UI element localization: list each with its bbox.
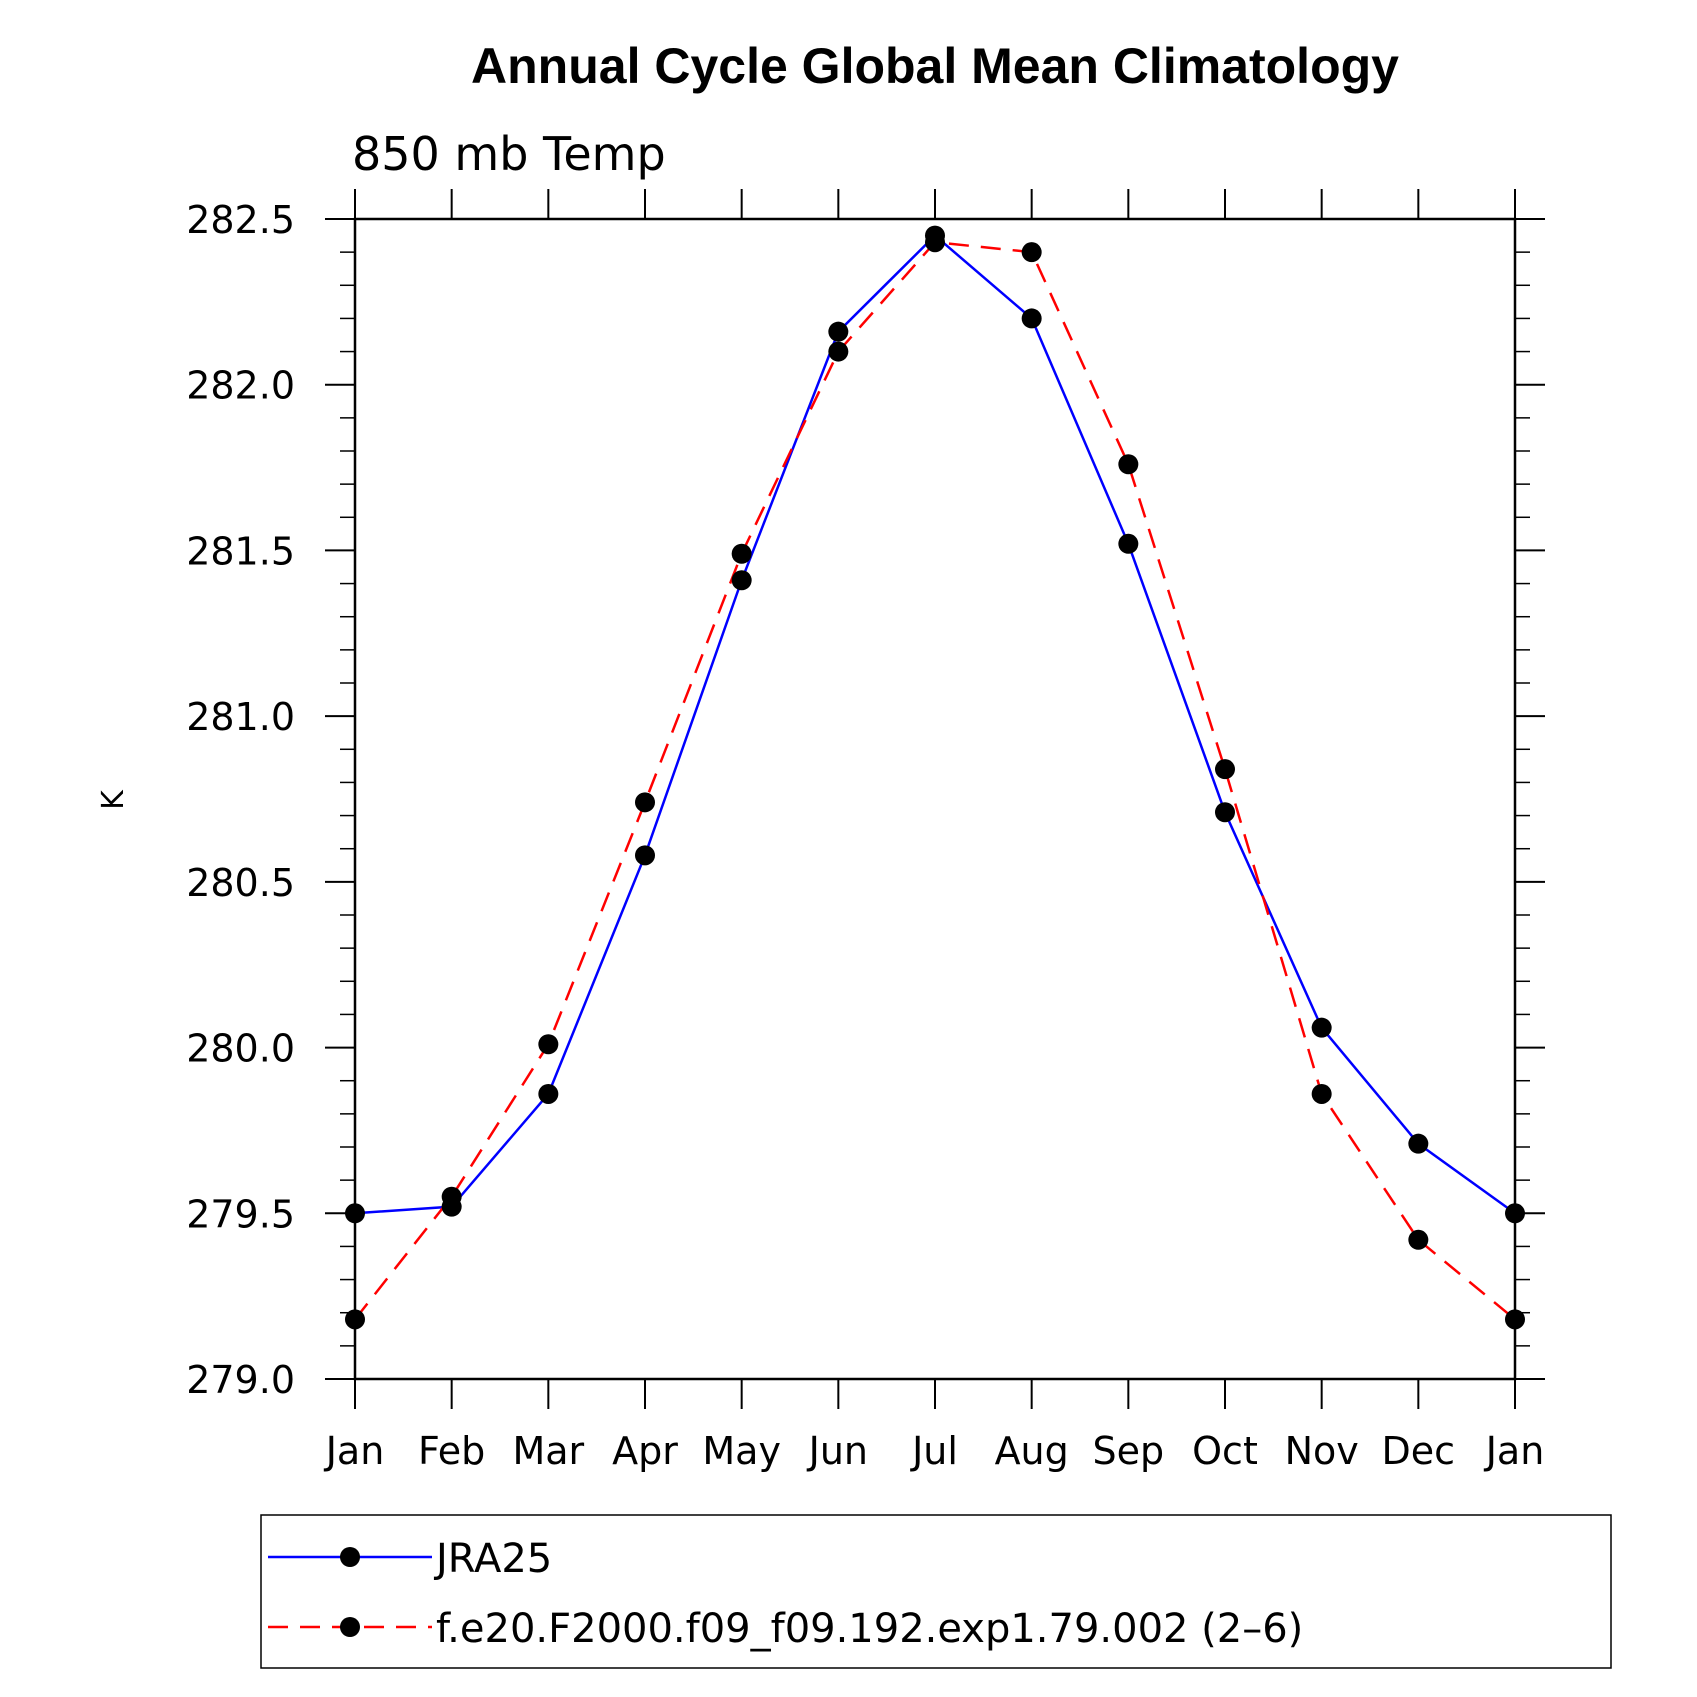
series-1-point: [828, 341, 849, 362]
chart-subtitle: 850 mb Temp: [352, 127, 666, 181]
x-tick-label: Oct: [1192, 1429, 1258, 1473]
series-1-point: [1021, 242, 1042, 263]
series-0-point: [1021, 308, 1042, 329]
y-tick-label: 280.0: [186, 1027, 295, 1071]
plot-frame: [353, 217, 1517, 1381]
series-1-point: [731, 543, 752, 564]
legend-box: [260, 1514, 1612, 1669]
x-tick-label: Apr: [612, 1429, 678, 1473]
series-0-point: [1311, 1017, 1332, 1038]
legend-marker-model: [340, 1617, 360, 1637]
y-tick-label: 279.5: [186, 1192, 295, 1236]
x-tick-label: Jul: [910, 1429, 958, 1473]
series-0-point: [1118, 533, 1139, 554]
x-tick-labels: Jan Feb Mar Apr May Jun Jul Aug Sep Oct Nov Dec Jan: [324, 1429, 1545, 1473]
series-layer: [345, 225, 1525, 1330]
series-1-point: [635, 792, 655, 813]
series-1-point: [1311, 1083, 1332, 1104]
series-0-point: [538, 1083, 559, 1104]
series-0-point: [828, 321, 849, 342]
x-tick-label: Aug: [995, 1429, 1069, 1473]
series-1-point: [538, 1034, 559, 1055]
series-0-point: [731, 570, 752, 591]
series-line-1: [354, 240, 1516, 1321]
chart-title: Annual Cycle Global Mean Climatology: [471, 38, 1399, 94]
legend-label-model: f.e20.F2000.f09_f09.192.exp1.79.002 (2–6…: [436, 1606, 1303, 1652]
legend-marker-jra25: [340, 1547, 360, 1567]
series-0-point: [345, 1203, 365, 1224]
x-tick-label: Nov: [1285, 1429, 1359, 1473]
series-0-point: [1505, 1203, 1525, 1224]
series-1-point: [1118, 454, 1139, 475]
y-tick-label: 281.5: [186, 529, 295, 573]
series-line-0: [354, 233, 1516, 1215]
series-1-point: [345, 1309, 365, 1330]
x-tick-label: Jun: [807, 1429, 868, 1473]
legend: JRA25 f.e20.F2000.f09_f09.192.exp1.79.00…: [260, 1514, 1612, 1669]
series-1-point: [1408, 1229, 1429, 1250]
series-1-point: [925, 232, 945, 253]
x-tick-label: Jan: [1484, 1429, 1545, 1473]
series-0-point: [635, 845, 655, 866]
y-axis-label: K: [96, 789, 131, 810]
y-tick-label: 280.5: [186, 861, 295, 905]
series-1-point: [1505, 1309, 1525, 1330]
y-tick-labels: 279.0 279.5 280.0 280.5 281.0 281.5 282.0 282.5: [186, 198, 295, 1402]
series-1-point: [1215, 759, 1235, 780]
series-0-point: [1215, 802, 1235, 823]
y-tick-label: 279.0: [186, 1358, 295, 1402]
y-tick-label: 282.0: [186, 364, 295, 408]
series-0-point: [1408, 1133, 1429, 1154]
x-tick-label: Feb: [418, 1429, 485, 1473]
y-tick-label: 281.0: [186, 695, 295, 739]
axis-ticks: [325, 189, 1545, 1409]
x-tick-label: Jan: [324, 1429, 385, 1473]
x-tick-label: Sep: [1093, 1429, 1165, 1473]
x-tick-label: May: [702, 1429, 781, 1473]
x-tick-label: Dec: [1382, 1429, 1456, 1473]
series-1-point: [441, 1186, 462, 1207]
x-tick-label: Mar: [512, 1429, 584, 1473]
y-tick-label: 282.5: [186, 198, 295, 242]
legend-label-jra25: JRA25: [433, 1536, 552, 1582]
